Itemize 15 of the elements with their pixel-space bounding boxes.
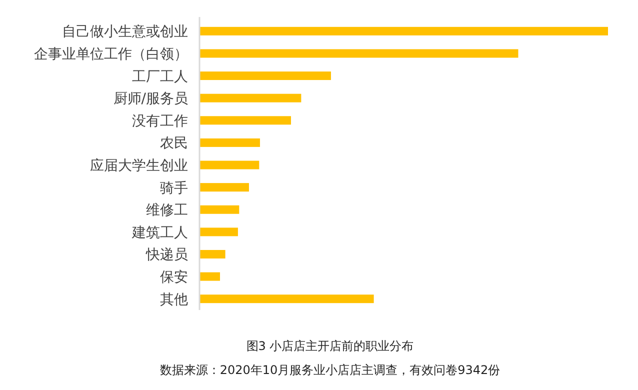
source-note: 数据来源：2020年10月服务业小店店主调查，有效问卷9342份	[160, 363, 500, 377]
y-tick-label: 维修工	[146, 202, 188, 219]
y-tick-label: 应届大学生创业	[90, 158, 188, 174]
y-tick-label: 建筑工人	[131, 224, 188, 241]
y-tick-label: 自己做小生意或创业	[62, 24, 188, 40]
y-tick-label: 工厂工人	[132, 68, 188, 85]
text: 图3 小店店主开店前的职业分布	[246, 339, 414, 353]
y-tick-label: 没有工作	[132, 113, 188, 130]
y-tick-label: 厨师/服务员	[113, 91, 188, 108]
y-tick-label: 企事业单位工作（白领）	[34, 46, 188, 62]
y-tick-label: 保安	[160, 270, 188, 286]
y-tick-label: 其他	[160, 292, 188, 308]
y-tick-label: 农民	[160, 136, 188, 152]
y-tick-label: 快递员	[145, 247, 188, 264]
y-tick-label: 骑手	[160, 180, 188, 196]
